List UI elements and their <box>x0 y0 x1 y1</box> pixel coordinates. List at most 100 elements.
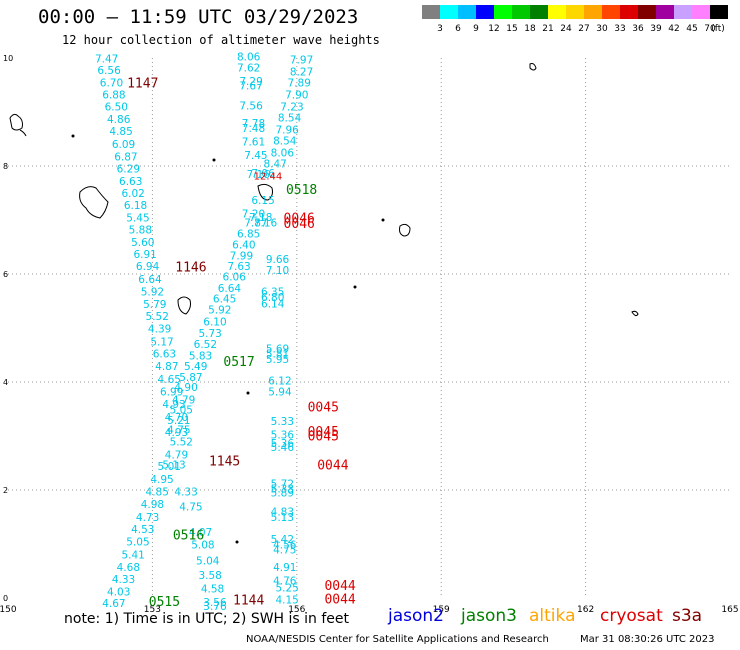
islet-dot <box>381 218 385 222</box>
scale-swatch <box>458 5 476 19</box>
x-tick-label: 159 <box>433 605 450 615</box>
swh-value: 5.87 <box>179 372 202 384</box>
swh-value: 6.91 <box>133 249 156 261</box>
islet-dot <box>246 391 250 395</box>
timestamp: Mar 31 08:30:26 UTC 2023 <box>580 634 715 645</box>
y-tick-label: 0 <box>3 594 8 603</box>
swh-value: 5.17 <box>150 336 173 348</box>
swh-value: 5.72 <box>271 478 294 490</box>
swh-value: 4.83 <box>271 506 294 518</box>
swh-value: 5.25 <box>275 583 298 595</box>
swh-value: 7.62 <box>237 63 260 75</box>
scale-label: 42 <box>668 24 679 33</box>
pass-time-label: 0044 <box>317 458 348 473</box>
swh-value: 4.39 <box>148 323 171 335</box>
swh-value: 5.13 <box>271 512 294 524</box>
swh-value: 4.91 <box>273 562 296 574</box>
swh-value: 6.18 <box>124 200 147 212</box>
swh-value: 6.02 <box>121 188 144 200</box>
pass-time-label: 0517 <box>223 355 254 370</box>
pass-time-label: 0045 <box>308 429 339 444</box>
swh-value: 8.06 <box>271 147 295 159</box>
scale-swatch <box>674 5 692 19</box>
swh-value: 4.87 <box>155 361 178 373</box>
swh-value: 5.69 <box>266 343 289 355</box>
pass-time-label: 0045 <box>308 425 339 440</box>
scale-label: 70 <box>704 24 716 33</box>
scale-label: 21 <box>542 24 553 33</box>
swh-value: 7.63 <box>227 261 250 273</box>
scale-swatch <box>656 5 674 19</box>
swh-value: 5.08 <box>191 539 214 551</box>
map-grid: 150 153 156 159 162 165 0 2 4 6 8 10 <box>0 54 739 615</box>
swh-value: 4.76 <box>273 576 297 588</box>
swh-value: 6.45 <box>213 294 236 306</box>
swh-value: 6.70 <box>100 78 123 90</box>
swh-value: 6.56 <box>97 65 121 77</box>
swh-value: 5.79 <box>143 299 166 311</box>
swh-value: 4.58 <box>201 584 224 596</box>
map-title: 00:00 – 11:59 UTC 03/29/2023 <box>38 6 359 28</box>
scale-label: 24 <box>560 24 572 33</box>
swh-value: 5.60 <box>131 237 154 249</box>
pass-time-label: 0518 <box>286 183 317 198</box>
swh-value: 4.93 <box>162 399 185 411</box>
scale-swatch <box>530 5 548 19</box>
swh-value: 6.10 <box>203 316 226 328</box>
scale-label: 9 <box>473 24 479 33</box>
swh-value: 6.80 <box>261 292 284 304</box>
swh-value: 4.67 <box>102 598 125 610</box>
scale-swatch <box>566 5 584 19</box>
swh-value: 5.05 <box>126 537 149 549</box>
pass-time-label: 0044 <box>324 592 355 607</box>
swh-value: 5.05 <box>170 404 193 416</box>
swh-value: 6.99 <box>160 387 183 399</box>
swh-value: 6.64 <box>218 283 242 295</box>
scale-label: (ft) <box>711 24 725 33</box>
pass-time-label: 1144 <box>233 593 264 608</box>
swh-value: 5.92 <box>208 304 231 316</box>
swh-value: 4.75 <box>273 545 296 557</box>
swh-value: 4.65 <box>158 374 181 386</box>
swh-value: 3.58 <box>198 570 221 582</box>
swh-value: 5.92 <box>141 287 164 299</box>
pass-time-label: 1145 <box>209 455 240 470</box>
swh-value: 5.52 <box>146 311 169 323</box>
pass-time-label: 0044 <box>324 579 355 594</box>
swh-value: 4.79 <box>165 450 188 462</box>
swh-value: 4.90 <box>174 382 197 394</box>
swh-value: 6.88 <box>102 90 125 102</box>
swh-value: 5.81 <box>266 349 289 361</box>
swh-value: 6.09 <box>112 139 135 151</box>
swh-value: 5.94 <box>268 387 292 399</box>
scale-label: 12 <box>488 24 499 33</box>
island-outline <box>177 296 191 315</box>
swh-value: 9.66 <box>266 254 290 266</box>
swh-labels: 7.476.566.706.886.504.864.856.096.876.29… <box>95 52 356 613</box>
swh-value: 6.52 <box>194 339 217 351</box>
swh-value: 7.78 <box>242 118 265 130</box>
legend-altika: altika <box>529 606 576 626</box>
islet-dot <box>212 158 216 162</box>
scale-label: 6 <box>455 24 461 33</box>
island-outline <box>79 186 109 219</box>
swh-value: 7.67 <box>239 80 262 92</box>
swh-value: 5.73 <box>198 328 221 340</box>
swh-value: 8.54 <box>278 113 302 125</box>
y-tick-label: 2 <box>3 486 8 495</box>
x-tick-label: 150 <box>0 605 17 615</box>
swh-value: 4.73 <box>136 512 159 524</box>
swh-value: 6.14 <box>261 298 285 310</box>
pass-time-label: 1146 <box>175 260 206 275</box>
x-tick-label: 156 <box>288 605 305 615</box>
island-outline <box>399 223 411 237</box>
island-outline <box>529 63 537 71</box>
swh-value: 7.23 <box>280 101 303 113</box>
swh-value: 5.45 <box>126 213 149 225</box>
swh-value: 5.33 <box>271 416 294 428</box>
pass-time-label: 0516 <box>173 529 204 544</box>
islet-dot <box>353 285 357 289</box>
x-tick-label: 165 <box>721 605 738 615</box>
swh-value: 7.48 <box>242 123 265 135</box>
swh-value: 5.95 <box>266 354 289 366</box>
